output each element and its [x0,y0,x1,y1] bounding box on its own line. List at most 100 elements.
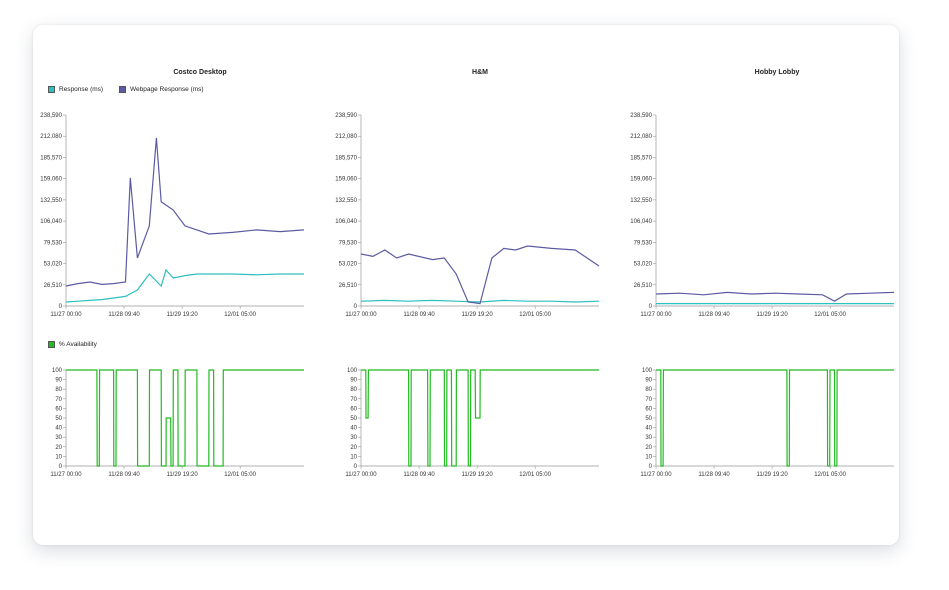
legend-response-swatch [48,86,55,93]
y-tick-label-1-4: 132,550 [335,198,357,204]
y-tick-label-4-6: 40 [350,426,357,432]
legend-availability[interactable]: % Availability [48,341,97,348]
y-tick-label-1-6: 79,530 [339,240,358,246]
x-tick-label-5-0: 11/27 00:00 [640,472,672,478]
y-tick-label-3-9: 10 [55,454,62,460]
legend-response[interactable]: Response (ms) [48,86,103,93]
series-line-1-1 [360,245,600,305]
y-tick-label-3-2: 80 [55,387,62,393]
y-tick-label-5-0: 100 [642,368,653,374]
y-tick-label-2-7: 53,020 [634,262,653,268]
y-tick-label-3-0: 100 [52,368,63,374]
y-tick-label-0-0: 238,590 [40,113,62,119]
x-tick-label-1-0: 11/27 00:00 [345,312,377,318]
y-tick-label-1-3: 159,060 [335,177,357,183]
y-tick-label-3-8: 20 [55,445,62,451]
x-tick-label-2-2: 11/29 19:20 [756,312,788,318]
y-tick-label-1-1: 212,080 [335,134,357,140]
y-tick-label-4-9: 10 [350,454,357,460]
y-tick-label-1-7: 53,020 [339,262,358,268]
x-tick-label-4-0: 11/27 00:00 [345,472,377,478]
x-tick-label-0-1: 11/28 09:40 [108,312,140,318]
y-tick-label-4-3: 70 [350,397,357,403]
y-tick-label-4-10: 0 [354,464,358,470]
x-tick-label-3-2: 11/29 19:20 [166,472,198,478]
y-tick-label-2-8: 26,510 [634,283,653,289]
y-tick-label-0-8: 26,510 [44,283,63,289]
y-tick-label-2-3: 159,060 [630,177,652,183]
y-tick-label-1-9: 0 [354,304,358,310]
y-tick-label-2-1: 212,080 [630,134,652,140]
y-tick-label-3-1: 90 [55,378,62,384]
chart-title-hobby-lobby: Hobby Lobby [754,69,800,76]
x-tick-label-0-3: 12/01 05:00 [224,312,256,318]
y-tick-label-1-0: 238,590 [335,113,357,119]
y-tick-label-4-2: 80 [350,387,357,393]
y-tick-label-0-3: 159,060 [40,177,62,183]
y-tick-label-2-2: 185,570 [630,155,652,161]
x-tick-label-3-0: 11/27 00:00 [50,472,82,478]
series-line-2-1 [655,291,895,302]
x-tick-label-0-0: 11/27 00:00 [50,312,82,318]
y-tick-label-2-0: 238,590 [630,113,652,119]
y-tick-label-5-7: 30 [645,435,652,441]
x-tick-label-5-2: 11/29 19:20 [756,472,788,478]
y-tick-label-4-5: 50 [350,416,357,422]
y-tick-label-1-8: 26,510 [339,283,358,289]
series-line-5-0 [656,369,894,467]
y-tick-label-3-3: 70 [55,397,62,403]
x-tick-label-5-1: 11/28 09:40 [698,472,730,478]
x-tick-label-1-2: 11/29 19:20 [461,312,493,318]
series-line-0-0 [65,268,304,303]
y-tick-label-0-9: 0 [59,304,63,310]
y-tick-label-5-9: 10 [645,454,652,460]
x-tick-label-3-3: 12/01 05:00 [224,472,256,478]
y-tick-label-4-4: 60 [350,406,357,412]
y-tick-label-5-2: 80 [645,387,652,393]
dashboard-card [33,25,899,545]
y-tick-label-5-3: 70 [645,397,652,403]
y-tick-label-4-1: 90 [350,378,357,384]
y-tick-label-0-1: 212,080 [40,134,62,140]
y-tick-label-2-4: 132,550 [630,198,652,204]
y-tick-label-0-6: 79,530 [44,240,63,246]
legend-webpage-response[interactable]: Webpage Response (ms) [119,86,204,93]
legend-availability-swatch [48,341,55,348]
y-tick-label-2-6: 79,530 [634,240,653,246]
chart-title-costco: Costco Desktop [173,69,227,76]
x-tick-label-2-3: 12/01 05:00 [814,312,846,318]
x-tick-label-4-2: 11/29 19:20 [461,472,493,478]
chart-title-hm: H&M [472,69,488,76]
x-tick-label-0-2: 11/29 19:20 [166,312,198,318]
y-tick-label-5-1: 90 [645,378,652,384]
x-tick-label-2-0: 11/27 00:00 [640,312,672,318]
y-tick-label-3-10: 0 [59,464,63,470]
y-tick-label-4-8: 20 [350,445,357,451]
y-tick-label-1-2: 185,570 [335,155,357,161]
y-tick-label-3-4: 60 [55,406,62,412]
y-tick-label-5-10: 0 [649,464,653,470]
series-line-0-1 [65,137,305,287]
y-tick-label-3-6: 40 [55,426,62,432]
y-tick-label-0-2: 185,570 [40,155,62,161]
y-tick-label-0-5: 106,040 [40,219,62,225]
x-tick-label-4-3: 12/01 05:00 [519,472,551,478]
y-tick-label-0-7: 53,020 [44,262,63,268]
x-tick-label-3-1: 11/28 09:40 [108,472,140,478]
legend-webpage-response-label: Webpage Response (ms) [130,86,204,93]
legend-availability-label: % Availability [59,341,97,348]
y-tick-label-4-7: 30 [350,435,357,441]
y-tick-label-2-9: 0 [649,304,653,310]
legend-response-label: Response (ms) [59,86,104,93]
y-tick-label-3-7: 30 [55,435,62,441]
legend-webpage-response-swatch [119,86,126,93]
x-tick-label-5-3: 12/01 05:00 [814,472,846,478]
y-tick-label-4-0: 100 [347,368,358,374]
y-tick-label-5-6: 40 [645,426,652,432]
y-tick-label-5-4: 60 [645,406,652,412]
y-tick-label-5-8: 20 [645,445,652,451]
y-tick-label-5-5: 50 [645,416,652,422]
series-line-3-0 [66,369,304,467]
y-tick-label-0-4: 132,550 [40,198,62,204]
